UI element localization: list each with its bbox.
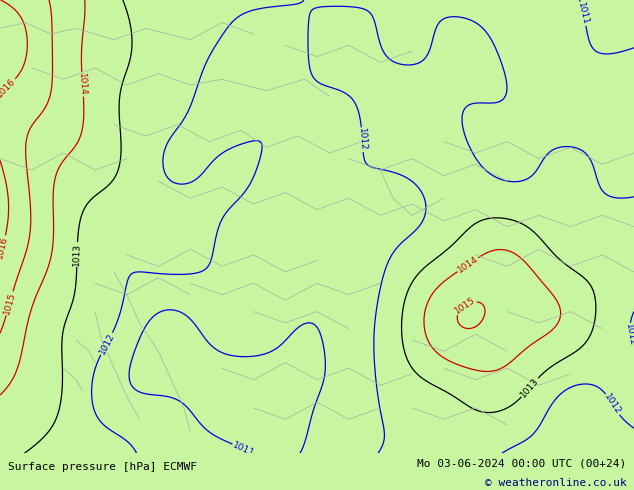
Text: 1014: 1014 xyxy=(77,73,87,96)
Text: 1014: 1014 xyxy=(456,254,480,275)
Text: 1012: 1012 xyxy=(602,392,623,416)
Text: 1011: 1011 xyxy=(576,1,590,26)
Text: Mo 03-06-2024 00:00 UTC (00+24): Mo 03-06-2024 00:00 UTC (00+24) xyxy=(417,459,626,468)
Text: 1016: 1016 xyxy=(0,235,10,260)
Text: 1016: 1016 xyxy=(0,76,18,99)
Text: 1012: 1012 xyxy=(98,332,116,356)
Text: 1013: 1013 xyxy=(519,376,541,399)
Text: 1011: 1011 xyxy=(231,441,256,458)
Text: 1012: 1012 xyxy=(624,323,634,347)
Text: 1015: 1015 xyxy=(2,291,17,316)
Text: 1012: 1012 xyxy=(357,128,368,151)
Text: © weatheronline.co.uk: © weatheronline.co.uk xyxy=(484,478,626,489)
Text: Surface pressure [hPa] ECMWF: Surface pressure [hPa] ECMWF xyxy=(8,462,197,472)
Text: 1015: 1015 xyxy=(453,295,477,316)
Text: 1013: 1013 xyxy=(72,243,82,266)
